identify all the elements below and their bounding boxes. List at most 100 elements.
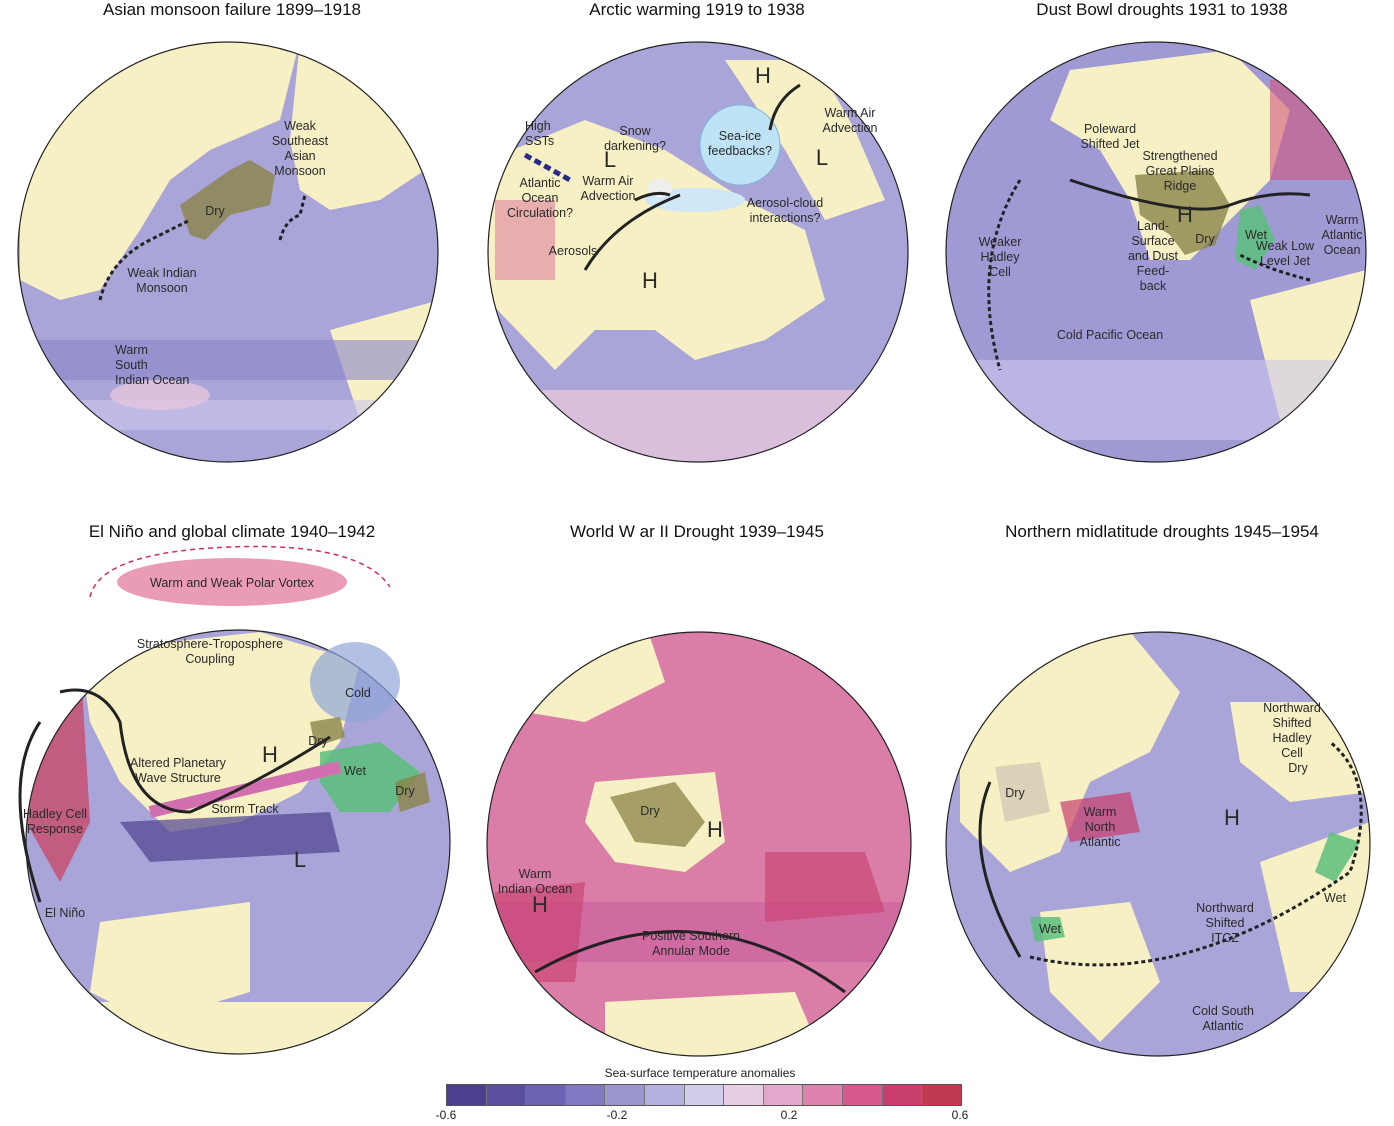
map-label: Asian bbox=[284, 149, 315, 163]
panel-title: World W ar II Drought 1939–1945 bbox=[570, 522, 824, 541]
legend-swatch bbox=[645, 1085, 685, 1105]
map-label: Hadley Cell bbox=[23, 807, 87, 821]
legend-swatch bbox=[684, 1085, 725, 1105]
map-label: Dry bbox=[395, 784, 415, 798]
legend-swatch bbox=[922, 1085, 961, 1105]
map-label: H bbox=[1224, 805, 1240, 830]
legend-swatch bbox=[605, 1085, 646, 1105]
map-label: Atlantic bbox=[1203, 1019, 1244, 1033]
map-label: H bbox=[755, 63, 771, 88]
map-label: Great Plains bbox=[1146, 164, 1215, 178]
map-label: Feed- bbox=[1137, 264, 1170, 278]
panel-title: Dust Bowl droughts 1931 to 1938 bbox=[1036, 0, 1288, 19]
map-label: Northward bbox=[1263, 701, 1321, 715]
map-label: High bbox=[525, 119, 551, 133]
legend-swatch bbox=[565, 1085, 606, 1105]
map-label: and Dust bbox=[1128, 249, 1179, 263]
legend-swatch bbox=[763, 1085, 804, 1105]
panel-title: El Niño and global climate 1940–1942 bbox=[88, 522, 376, 541]
map-label: Warm bbox=[519, 867, 552, 881]
map-label: Aerosols bbox=[549, 244, 598, 258]
legend-swatch bbox=[803, 1085, 844, 1105]
map-label: Cell bbox=[1281, 746, 1303, 760]
map-label: Atlantic bbox=[1322, 228, 1363, 242]
map-label: Cold South bbox=[1192, 1004, 1254, 1018]
panel-northern-midlatitude: Northern midlatitude droughts 1945–1954 … bbox=[930, 522, 1394, 1082]
map-label: ITCZ bbox=[1211, 931, 1239, 945]
globe-map: Weak Southeast Asian Monsoon Dry Weak In… bbox=[17, 41, 439, 463]
map-label: Aerosol-cloud bbox=[747, 196, 823, 210]
globe-map: Northward Shifted Hadley Cell Dry Dry Wa… bbox=[945, 631, 1371, 1057]
map-label: Shifted Jet bbox=[1080, 137, 1140, 151]
map-label: Dry bbox=[1005, 786, 1025, 800]
legend-swatch bbox=[882, 1085, 923, 1105]
legend-swatch bbox=[724, 1085, 764, 1105]
map-label: Hadley bbox=[981, 250, 1021, 264]
map-label: Warm bbox=[1326, 213, 1359, 227]
map-label: Indian Ocean bbox=[115, 373, 189, 387]
map-label: Response bbox=[27, 822, 83, 836]
map-label: Circulation? bbox=[507, 206, 573, 220]
map-label: Southeast bbox=[272, 134, 329, 148]
panel-title: Northern midlatitude droughts 1945–1954 bbox=[1005, 522, 1319, 541]
map-label: H bbox=[1177, 202, 1193, 227]
legend-swatch bbox=[843, 1085, 883, 1105]
map-label: L bbox=[604, 147, 616, 172]
map-label: Monsoon bbox=[274, 164, 325, 178]
map-label: Wet bbox=[1324, 891, 1347, 905]
map-label: Warm Air bbox=[583, 174, 634, 188]
map-label: Hadley bbox=[1273, 731, 1313, 745]
map-label: SSTs bbox=[525, 134, 554, 148]
legend-swatch bbox=[526, 1085, 566, 1105]
map-label: Annular Mode bbox=[652, 944, 730, 958]
map-label: feedbacks? bbox=[708, 144, 772, 158]
panel-dust-bowl: Dust Bowl droughts 1931 to 1938 Poleward… bbox=[930, 0, 1394, 560]
legend-swatch bbox=[486, 1085, 527, 1105]
panel-title: Asian monsoon failure 1899–1918 bbox=[102, 0, 362, 19]
map-label: Dry bbox=[1195, 232, 1215, 246]
map-label: Advection bbox=[581, 189, 636, 203]
map-label: H bbox=[262, 742, 278, 767]
globe-map: Poleward Shifted Jet Strengthened Great … bbox=[945, 41, 1367, 463]
map-label: Dry bbox=[205, 204, 225, 218]
map-label: Snow bbox=[619, 124, 651, 138]
map-label: Wet bbox=[344, 764, 367, 778]
map-label: Coupling bbox=[185, 652, 234, 666]
map-label: Wet bbox=[1039, 922, 1062, 936]
map-label: Advection bbox=[823, 121, 878, 135]
map-label: Atlantic bbox=[1080, 835, 1121, 849]
map-label: H bbox=[642, 268, 658, 293]
panel-el-nino: El Niño and global climate 1940–1942 War… bbox=[0, 522, 464, 1082]
map-label: Weak Indian bbox=[127, 266, 196, 280]
map-label: L bbox=[816, 145, 828, 170]
map-label: Warm and Weak Polar Vortex bbox=[150, 576, 315, 590]
map-label: Altered Planetary bbox=[130, 756, 227, 770]
map-label: Monsoon bbox=[136, 281, 187, 295]
legend-tick: 0.2 bbox=[780, 1108, 798, 1122]
globe-map: H Warm Air Advection High SSTs Snow dark… bbox=[487, 41, 909, 463]
map-label: Strengthened bbox=[1142, 149, 1217, 163]
map-label: Cell bbox=[989, 265, 1011, 279]
panel-asian-monsoon: Asian monsoon failure 1899–1918 Weak Sou… bbox=[0, 0, 464, 560]
map-label: South bbox=[115, 358, 148, 372]
map-label: Shifted bbox=[1206, 916, 1245, 930]
dry-region bbox=[180, 160, 275, 240]
map-label: Indian Ocean bbox=[498, 882, 572, 896]
panel-wwii-drought: World W ar II Drought 1939–1945 Dry H Wa… bbox=[465, 522, 929, 1082]
legend-tick: -0.2 bbox=[606, 1108, 628, 1122]
map-label: Weak bbox=[284, 119, 316, 133]
map-label: Poleward bbox=[1084, 122, 1136, 136]
map-label: Dry bbox=[1288, 761, 1308, 775]
map-label: Level Jet bbox=[1260, 254, 1311, 268]
globe-map: Dry H Warm Indian Ocean H Positive South… bbox=[486, 631, 912, 1057]
legend-tick: -0.6 bbox=[435, 1108, 457, 1122]
legend-tick: 0.6 bbox=[951, 1108, 969, 1122]
legend-swatch bbox=[447, 1085, 487, 1105]
map-label: Cold bbox=[345, 686, 371, 700]
map-label: Ridge bbox=[1164, 179, 1197, 193]
map-label: Warm bbox=[1084, 805, 1117, 819]
map-label: Positive Southern bbox=[642, 929, 740, 943]
map-label: Wave Structure bbox=[135, 771, 221, 785]
map-label: Weak Low bbox=[1256, 239, 1315, 253]
map-label: Weaker bbox=[979, 235, 1022, 249]
